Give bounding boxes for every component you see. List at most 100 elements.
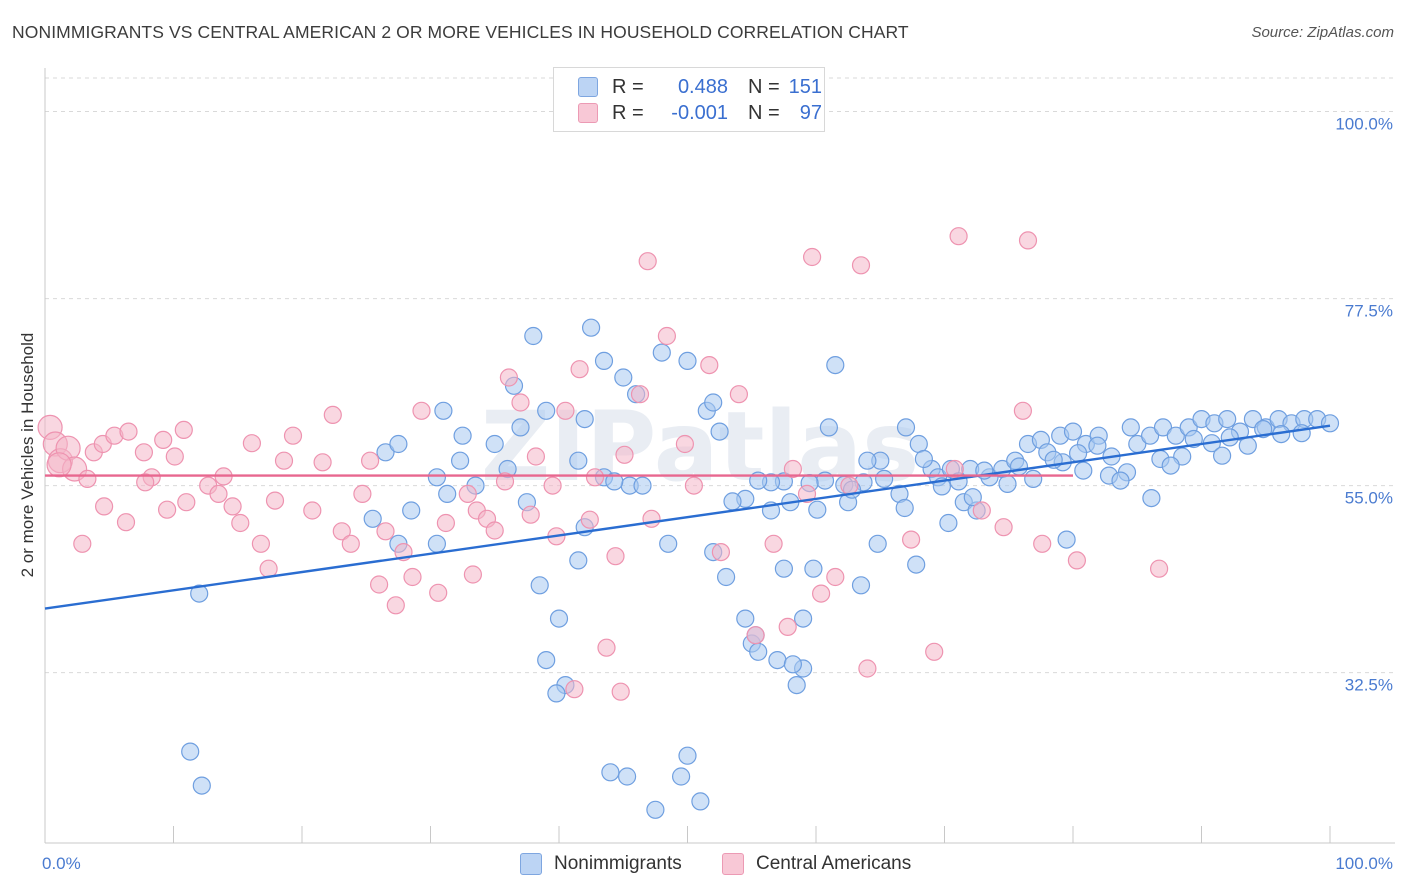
scatter-point bbox=[716, 567, 736, 587]
y-tick-label: 100.0% bbox=[1335, 115, 1393, 134]
scatter-point bbox=[585, 468, 605, 487]
scatter-point bbox=[323, 405, 342, 424]
scatter-point bbox=[526, 447, 546, 466]
scatter-point bbox=[451, 451, 470, 470]
scatter-point bbox=[711, 542, 731, 562]
scatter-point bbox=[804, 559, 823, 578]
scatter-point bbox=[896, 418, 916, 437]
scatter-point bbox=[165, 447, 184, 466]
scatter-point bbox=[907, 555, 926, 574]
scatter-point bbox=[764, 534, 783, 553]
scatter-point bbox=[646, 800, 665, 819]
source-label: Source: ZipAtlas.com bbox=[1251, 24, 1394, 41]
scatter-point bbox=[1033, 534, 1052, 553]
scatter-point bbox=[458, 484, 477, 503]
scatter-point bbox=[811, 584, 831, 603]
scatter-point bbox=[485, 434, 504, 454]
scatter-point bbox=[858, 451, 877, 470]
scatter-point bbox=[353, 484, 372, 503]
scatter-point bbox=[569, 551, 588, 570]
scatter-point bbox=[231, 513, 250, 533]
scatter-point bbox=[678, 351, 697, 370]
scatter-point bbox=[412, 401, 431, 420]
bottom-legend-label: Central Americans bbox=[756, 853, 912, 874]
tick-labels: 32.5% 55.0% 77.5% 100.0% 0.0% 100.0% bbox=[42, 115, 1393, 873]
scatter-point bbox=[793, 609, 813, 628]
scatter-point bbox=[783, 459, 803, 479]
scatter-point bbox=[949, 227, 968, 246]
scatter-point bbox=[802, 247, 822, 267]
scatter-point bbox=[594, 351, 614, 370]
stats-legend: R = 0.488 N = 151 R = -0.001 N = 97 bbox=[553, 67, 825, 132]
scatter-point bbox=[1009, 457, 1029, 476]
scatter-point bbox=[998, 474, 1017, 493]
scatter-point bbox=[1184, 429, 1203, 449]
scatter-point bbox=[511, 418, 530, 437]
scatter-point bbox=[826, 356, 845, 375]
scatter-point bbox=[434, 401, 453, 420]
scatter-point bbox=[1254, 420, 1273, 439]
bottom-legend-central-americans[interactable]: Central Americans bbox=[722, 852, 911, 876]
scatter-point bbox=[749, 642, 768, 661]
scatter-point bbox=[341, 534, 360, 553]
axes bbox=[44, 68, 1395, 844]
scatter-point bbox=[251, 534, 270, 553]
scatter-point bbox=[691, 792, 710, 811]
scatter-point bbox=[633, 476, 652, 495]
scatter-point bbox=[190, 584, 209, 603]
scatter-point bbox=[797, 484, 817, 503]
scatter-point bbox=[611, 682, 630, 701]
scatter-point bbox=[274, 451, 294, 470]
scatter-point bbox=[684, 476, 704, 495]
scatter-point bbox=[511, 393, 530, 412]
scatter-point bbox=[524, 326, 543, 346]
scatter-point bbox=[177, 493, 196, 512]
series-central-americans bbox=[37, 227, 1169, 701]
scatter-point bbox=[704, 393, 723, 412]
scatter-point bbox=[657, 326, 677, 346]
scatter-point bbox=[1088, 436, 1107, 455]
scatter-point bbox=[192, 776, 211, 795]
bottom-legend-nonimmigrants[interactable]: Nonimmigrants bbox=[520, 852, 682, 876]
scatter-point bbox=[675, 434, 695, 454]
scatter-point bbox=[851, 256, 871, 275]
y-tick-label: 55.0% bbox=[1345, 489, 1393, 508]
scatter-point bbox=[376, 443, 395, 462]
scatter-point bbox=[363, 509, 382, 528]
scatter-point bbox=[723, 492, 742, 511]
scatter-point bbox=[386, 596, 405, 615]
scatter-point bbox=[1111, 471, 1130, 490]
trend-line-nonimmigrants bbox=[44, 424, 1331, 610]
scatter-point bbox=[154, 430, 173, 449]
scatter-point bbox=[259, 559, 278, 578]
scatter-point bbox=[565, 680, 584, 699]
scatter-point bbox=[436, 513, 455, 533]
scatter-point bbox=[1074, 461, 1093, 480]
legend-r-value: -0.001 bbox=[671, 101, 728, 124]
legend-n-value: 151 bbox=[788, 75, 822, 98]
legend-n-label: N = bbox=[748, 75, 780, 98]
scatter-point bbox=[521, 505, 540, 524]
scatter-point bbox=[537, 401, 556, 420]
scatter-point bbox=[119, 422, 138, 441]
scatter-point bbox=[914, 449, 934, 469]
scatter-point bbox=[543, 476, 562, 495]
scatter-point bbox=[642, 509, 661, 528]
scatter-point bbox=[569, 451, 588, 470]
scatter-point bbox=[729, 385, 749, 404]
bottom-legend-swatch-nonimmigrants bbox=[520, 853, 542, 875]
scatter-point bbox=[134, 443, 153, 462]
scatter-point bbox=[895, 498, 914, 518]
scatter-point bbox=[1140, 426, 1160, 445]
scatter-point bbox=[1121, 418, 1140, 437]
scatter-point bbox=[485, 521, 504, 540]
scatter-point bbox=[495, 472, 515, 491]
scatter-point bbox=[209, 484, 228, 503]
scatter-point bbox=[901, 530, 921, 549]
scatter-point bbox=[1018, 231, 1038, 250]
scatter-point bbox=[402, 501, 421, 520]
scatter-point bbox=[158, 500, 177, 519]
scatter-point bbox=[615, 445, 634, 464]
scatter-point bbox=[581, 318, 601, 337]
